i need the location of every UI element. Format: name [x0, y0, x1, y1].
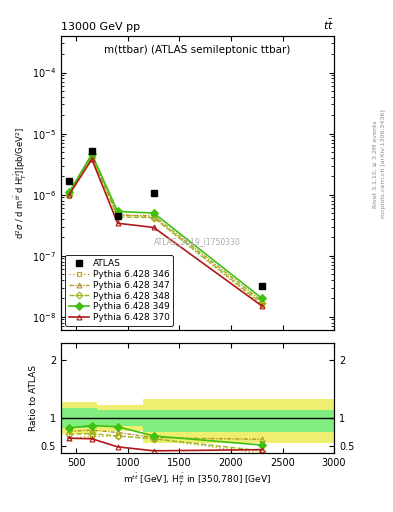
Text: m(ttbar) (ATLAS semileptonic ttbar): m(ttbar) (ATLAS semileptonic ttbar): [104, 45, 291, 55]
Y-axis label: Ratio to ATLAS: Ratio to ATLAS: [29, 365, 38, 431]
Y-axis label: d$^2\sigma$ / d m$^{t\bar{t}}$ d H$_T^{t\bar{t}}$][pb/GeV$^2$]: d$^2\sigma$ / d m$^{t\bar{t}}$ d H$_T^{t…: [13, 127, 29, 239]
X-axis label: m$^{t\bar{t}}$ [GeV], H$_T^{t\bar{t}}$ in [350,780] [GeV]: m$^{t\bar{t}}$ [GeV], H$_T^{t\bar{t}}$ i…: [123, 472, 272, 488]
Text: ATLAS_2019_I1750330: ATLAS_2019_I1750330: [154, 238, 241, 246]
Text: $t\bar{t}$: $t\bar{t}$: [323, 17, 334, 32]
Text: Rivet 3.1.10, ≥ 3.2M events: Rivet 3.1.10, ≥ 3.2M events: [373, 120, 378, 208]
Legend: ATLAS, Pythia 6.428 346, Pythia 6.428 347, Pythia 6.428 348, Pythia 6.428 349, P: ATLAS, Pythia 6.428 346, Pythia 6.428 34…: [65, 255, 173, 326]
Text: mcplots.cern.ch [arXiv:1306.3436]: mcplots.cern.ch [arXiv:1306.3436]: [381, 110, 386, 218]
Text: 13000 GeV pp: 13000 GeV pp: [61, 22, 140, 32]
